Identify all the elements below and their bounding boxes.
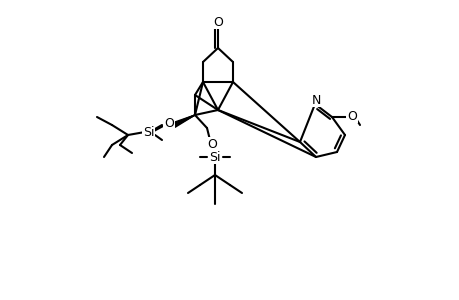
Text: O: O xyxy=(207,137,217,151)
Text: O: O xyxy=(346,110,356,122)
Text: N: N xyxy=(311,94,320,106)
Text: Si: Si xyxy=(143,125,154,139)
Text: O: O xyxy=(164,116,174,130)
Text: O: O xyxy=(213,16,223,28)
Text: Si: Si xyxy=(209,151,220,164)
